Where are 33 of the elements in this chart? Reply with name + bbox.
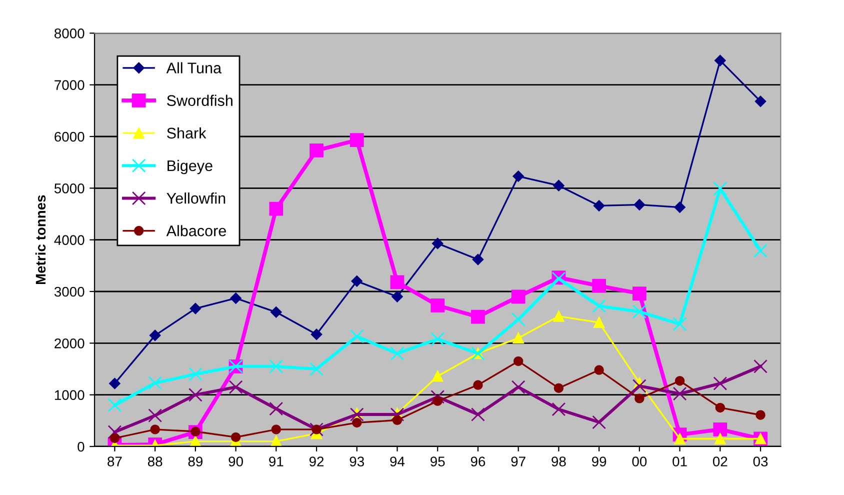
- y-tick-label: 3000: [54, 286, 84, 297]
- x-tick-label: 92: [309, 456, 324, 466]
- y-tick-label: 7000: [54, 80, 84, 90]
- y-tick-label: 2000: [54, 338, 84, 348]
- y-tick-label: 1000: [54, 390, 84, 400]
- y-tick-label: 5000: [54, 183, 84, 194]
- y-tick-label: 8000: [54, 28, 84, 38]
- x-tick-label: 02: [712, 456, 728, 466]
- legend-label: Bigeye: [168, 160, 212, 174]
- x-tick-label: 97: [511, 456, 526, 466]
- legend-label: Yellowfin: [166, 192, 226, 204]
- x-tick-label: 93: [350, 456, 364, 466]
- legend-label: Shark: [167, 127, 206, 139]
- legend-label: All Tuna: [166, 62, 222, 74]
- x-tick-label: 95: [430, 456, 445, 466]
- x-tick-label: 00: [632, 456, 647, 466]
- y-tick-label: 0: [78, 442, 84, 452]
- y-tick-label: 6000: [54, 132, 84, 142]
- x-tick-label: 96: [470, 456, 486, 466]
- x-tick-label: 99: [592, 456, 606, 466]
- legend-label: Albacore: [166, 225, 226, 236]
- x-tick-label: 87: [108, 456, 122, 466]
- x-tick-label: 91: [269, 456, 284, 466]
- x-tick-label: 98: [552, 456, 566, 466]
- y-tick-label: 4000: [54, 235, 84, 245]
- x-tick-label: 03: [753, 456, 768, 466]
- x-tick-label: 01: [672, 456, 687, 466]
- x-tick-label: 94: [390, 456, 405, 466]
- y-axis-title: Metric tonnes: [35, 195, 46, 284]
- x-tick-label: 88: [148, 456, 162, 466]
- x-tick-label: 89: [188, 456, 202, 466]
- x-tick-label: 90: [228, 456, 243, 466]
- legend-label: Swordfish: [167, 94, 232, 106]
